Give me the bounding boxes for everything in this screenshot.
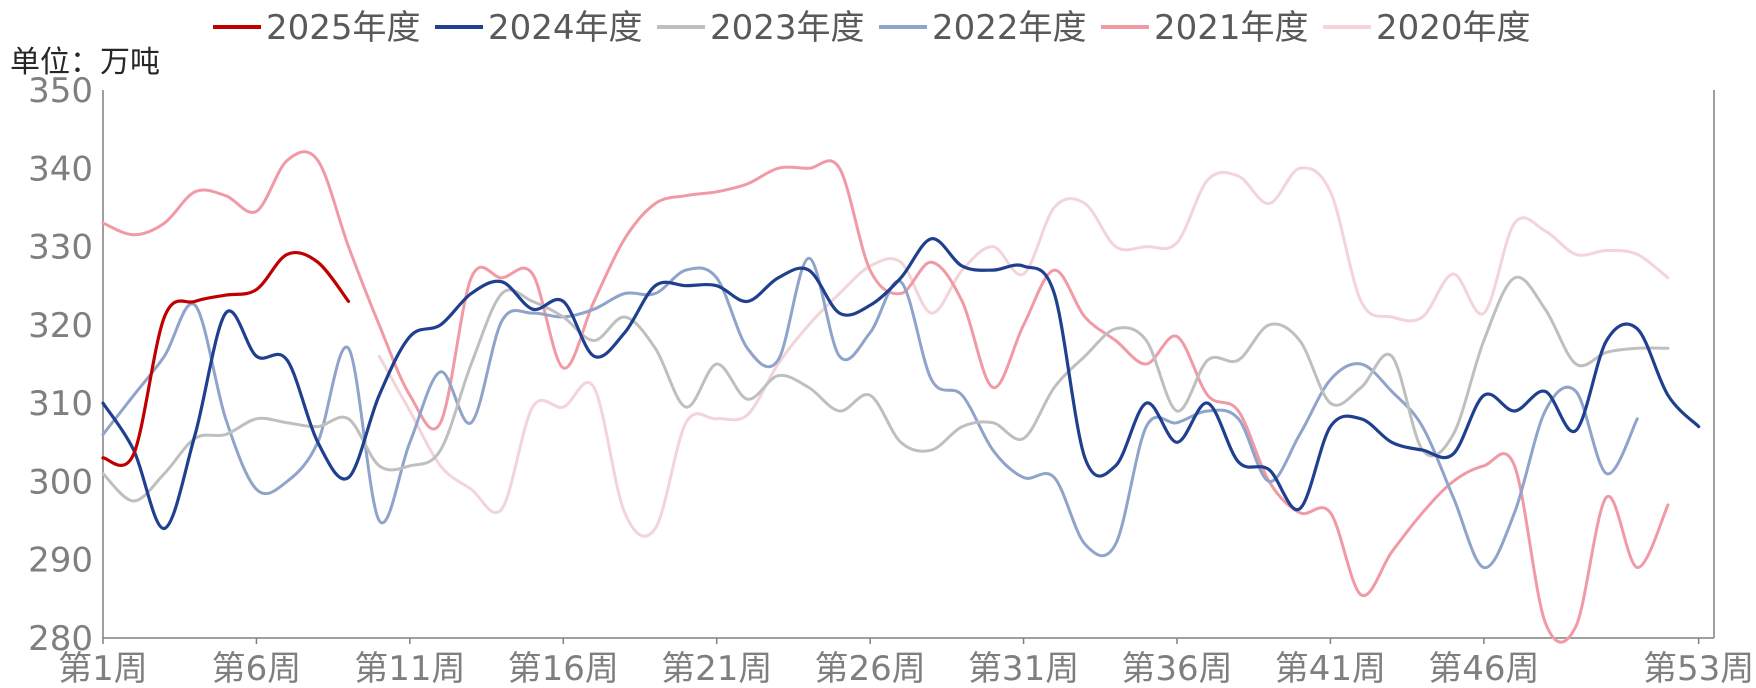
legend-item: 2022年度 xyxy=(879,8,1087,48)
legend-item: 2023年度 xyxy=(657,8,865,48)
y-tick-label: 310 xyxy=(28,384,93,424)
legend-item: 2024年度 xyxy=(435,8,643,48)
series-line-2021年度 xyxy=(101,150,1670,644)
series-line-2024年度 xyxy=(101,237,1701,530)
x-tick-label: 第16周 xyxy=(508,649,619,688)
x-tick-label: 第53周 xyxy=(1643,649,1754,688)
legend-item: 2025年度 xyxy=(213,8,421,48)
legend-label: 2022年度 xyxy=(932,8,1087,48)
legend-label: 2021年度 xyxy=(1154,8,1309,48)
legend: 2025年度 2024年度 2023年度 2022年度 2021年度 2020年度 xyxy=(213,8,1531,48)
series-line-2020年度 xyxy=(377,166,1670,538)
x-axis: 第1周 第6周 第11周 第16周 第21周 第26周 第31周 第36周 第41周 第46周 第5… xyxy=(58,637,1754,688)
legend-label: 2023年度 xyxy=(710,8,865,48)
x-tick-label: 第6周 xyxy=(212,649,302,688)
series-line-2025年度 xyxy=(101,250,351,467)
y-tick-label: 300 xyxy=(28,462,93,502)
y-tick-label: 340 xyxy=(28,149,93,189)
x-tick-label: 第26周 xyxy=(815,649,926,688)
series-group xyxy=(101,150,1701,644)
unit-label: 单位：万吨 xyxy=(10,45,160,80)
series-line-2023年度 xyxy=(101,275,1670,503)
y-axis: 280 290 300 310 320 330 340 350 xyxy=(28,71,1715,659)
x-tick-label: 第46周 xyxy=(1428,649,1539,688)
x-tick-label: 第31周 xyxy=(968,649,1079,688)
y-tick-label: 320 xyxy=(28,306,93,346)
legend-label: 2024年度 xyxy=(488,8,643,48)
x-tick-label: 第1周 xyxy=(58,649,148,688)
legend-item: 2021年度 xyxy=(1101,8,1309,48)
legend-label: 2025年度 xyxy=(266,8,421,48)
y-tick-label: 330 xyxy=(28,228,93,268)
x-tick-label: 第36周 xyxy=(1121,649,1232,688)
x-tick-label: 第21周 xyxy=(661,649,772,688)
legend-item: 2020年度 xyxy=(1323,8,1531,48)
x-tick-label: 第11周 xyxy=(354,649,465,688)
series-line-2022年度 xyxy=(101,256,1639,570)
y-tick-label: 350 xyxy=(28,71,93,111)
x-tick-label: 第41周 xyxy=(1275,649,1386,688)
y-tick-label: 290 xyxy=(28,541,93,581)
y-tick-label: 280 xyxy=(28,619,93,659)
legend-label: 2020年度 xyxy=(1376,8,1531,48)
